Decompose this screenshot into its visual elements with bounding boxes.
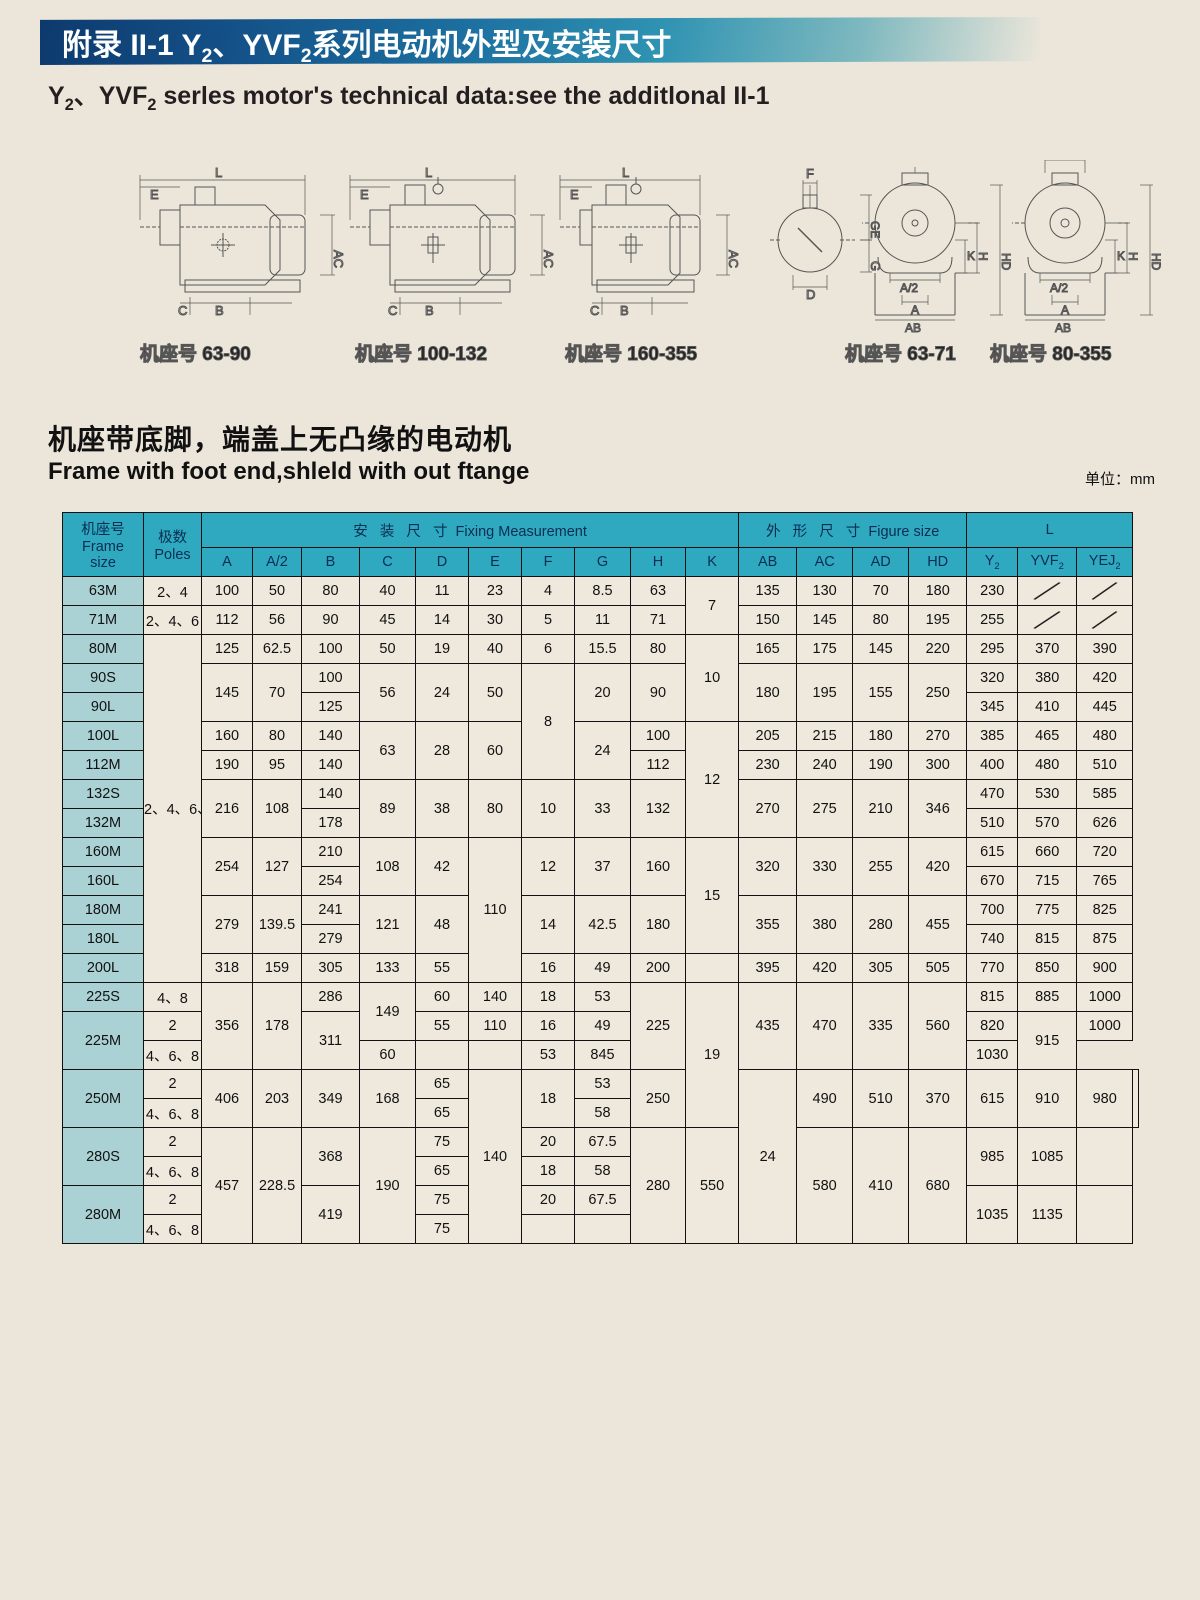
- svg-text:K: K: [1117, 249, 1125, 263]
- svg-text:B: B: [425, 303, 434, 318]
- svg-text:AB: AB: [905, 321, 921, 335]
- svg-text:B: B: [215, 303, 224, 318]
- svg-text:H: H: [976, 252, 990, 261]
- svg-text:A/2: A/2: [900, 281, 918, 295]
- svg-text:AC: AC: [726, 250, 741, 268]
- svg-text:机座号 80-355: 机座号 80-355: [990, 342, 1112, 365]
- svg-text:A: A: [1061, 303, 1069, 317]
- svg-text:K: K: [967, 249, 975, 263]
- svg-text:机座号 63-71: 机座号 63-71: [845, 342, 956, 365]
- svg-text:L: L: [215, 165, 222, 180]
- svg-text:机座号 63-90: 机座号 63-90: [140, 342, 251, 365]
- svg-text:机座号 100-132: 机座号 100-132: [355, 342, 487, 365]
- svg-text:L: L: [622, 165, 629, 180]
- svg-text:机座号 160-355: 机座号 160-355: [565, 342, 697, 365]
- svg-text:AB: AB: [1055, 321, 1071, 335]
- svg-text:F: F: [806, 166, 814, 181]
- svg-text:E: E: [150, 187, 159, 202]
- svg-text:E: E: [360, 187, 369, 202]
- svg-text:E: E: [570, 187, 579, 202]
- svg-text:A: A: [911, 303, 919, 317]
- svg-text:G: G: [868, 261, 883, 271]
- svg-text:C: C: [590, 303, 599, 318]
- svg-text:C: C: [178, 303, 187, 318]
- svg-text:C: C: [388, 303, 397, 318]
- svg-text:A/2: A/2: [1050, 281, 1068, 295]
- svg-text:HD: HD: [1149, 253, 1163, 271]
- svg-text:AC: AC: [541, 250, 556, 268]
- svg-text:B: B: [620, 303, 629, 318]
- svg-text:AC: AC: [331, 250, 346, 268]
- svg-text:D: D: [806, 287, 815, 302]
- svg-text:H: H: [1126, 252, 1140, 261]
- svg-text:L: L: [425, 165, 432, 180]
- svg-text:HD: HD: [999, 253, 1013, 271]
